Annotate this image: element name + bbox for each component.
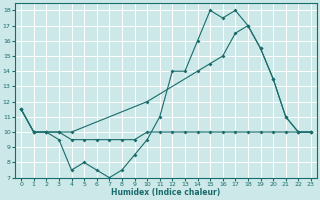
- X-axis label: Humidex (Indice chaleur): Humidex (Indice chaleur): [111, 188, 221, 197]
